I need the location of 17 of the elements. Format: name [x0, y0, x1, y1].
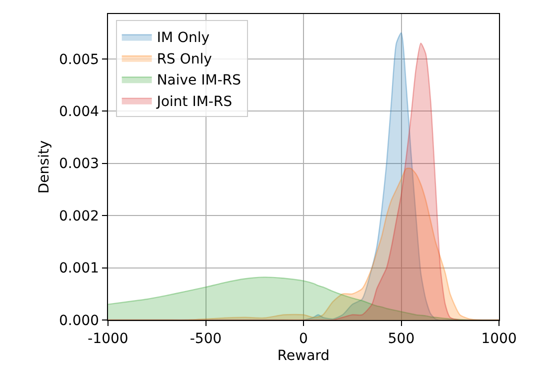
y-tick-label: 0.004 [59, 104, 100, 120]
legend-label: IM Only [156, 30, 210, 46]
x-tick-label: 1000 [481, 330, 517, 347]
x-tick-label: -1000 [88, 330, 128, 347]
x-tick-label: 500 [388, 330, 415, 347]
legend-label: RS Only [156, 51, 212, 68]
y-axis-title: Density [36, 140, 53, 194]
y-tick-label: 0.000 [59, 312, 100, 329]
y-tick-label: 0.005 [59, 52, 100, 68]
x-tick-label: -500 [190, 330, 222, 347]
x-axis-title: Reward [277, 348, 330, 364]
y-tick-label: 0.001 [59, 260, 100, 277]
legend-label: Joint IM-RS [156, 94, 232, 110]
legend-label: Naive IM-RS [156, 72, 242, 89]
y-tick-label: 0.003 [59, 156, 100, 172]
x-tick-label: 0 [299, 330, 308, 347]
y-tick-label: 0.002 [59, 208, 100, 224]
